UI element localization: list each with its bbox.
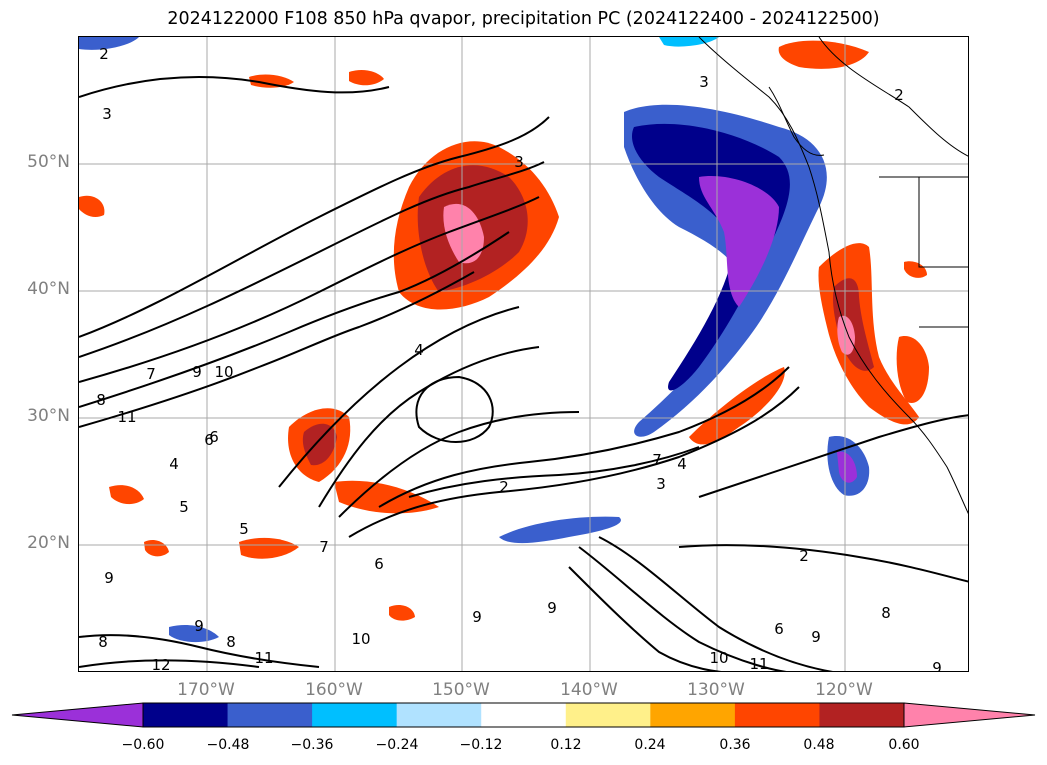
lon-label-150w: 150°W [432,680,490,700]
lat-label-40n: 40°N [27,279,70,299]
contour-label: 5 [179,498,189,516]
lon-label-170w: 170°W [177,680,235,700]
contour-label: 9 [472,608,482,626]
lat-label-30n: 30°N [27,406,70,426]
contour-label: 11 [254,649,273,667]
contour-label: 2 [499,478,509,496]
contour-label: 7 [146,365,156,383]
colorbar-tick: −0.36 [290,737,334,753]
contour-label: 9 [104,569,114,587]
colorbar-tick: 0.36 [719,737,751,753]
contour-label: 3 [699,73,709,91]
contour-label: 2 [799,547,809,565]
contour-label: 8 [96,391,106,409]
contour-label: 8 [881,604,891,622]
contour-label: 12 [151,656,170,672]
contour-label: 10 [214,363,233,381]
contour-label: 8 [226,633,236,651]
contour-label: 3 [656,475,666,493]
colorbar-frame [142,702,905,728]
colorbar-segment [650,703,736,727]
contour-label: 7 [319,538,329,556]
colorbar-tick: −0.48 [206,737,250,753]
colorbar-segment [481,703,567,727]
lon-label-130w: 130°W [687,680,745,700]
colorbar-segment [396,703,482,727]
contour-label: 3 [514,153,524,171]
contour-label: 2 [894,86,904,104]
contour-label: 6 [374,555,384,573]
contour-label: 4 [169,455,179,473]
contour-label: 6 [204,431,214,449]
lon-label-120w: 120°W [815,680,873,700]
lon-label-160w: 160°W [305,680,363,700]
qvapor-contours [79,76,968,671]
contour-label: 3 [102,105,112,123]
contour-label: 5 [239,520,249,538]
contour-label: 10 [709,649,728,667]
colorbar-tick: −0.60 [121,737,165,753]
colorbar-segment [312,703,398,727]
colorbar-segment [734,703,820,727]
map-plot: 2 3 3 3 4 7 9 10 8 11 6 4 5 5 6 7 6 2 7 … [78,36,969,672]
contour-label: 10 [351,630,370,648]
colorbar-tick: 0.60 [888,737,920,753]
contour-label: 9 [811,628,821,646]
lat-label-20n: 20°N [27,533,70,553]
colorbar-tick: 0.48 [803,737,835,753]
contour-label: 8 [98,633,108,651]
contour-label: 6 [774,620,784,638]
contour-labels: 2 3 3 3 4 7 9 10 8 11 6 4 5 5 6 7 6 2 7 … [96,45,942,672]
contour-label: 9 [547,599,557,617]
precip-negative-fill [79,37,870,643]
colorbar-segment [143,703,229,727]
contour-label: 2 [99,45,109,63]
colorbar-extend-low [11,702,144,728]
chart-title: 2024122000 F108 850 hPa qvapor, precipit… [167,9,880,29]
colorbar-extend-high [903,702,1036,728]
colorbar-segment [565,703,651,727]
colorbar-segment [227,703,313,727]
lon-label-140w: 140°W [560,680,618,700]
precip-positive-fill [79,40,929,621]
map-canvas: 2 3 3 3 4 7 9 10 8 11 6 4 5 5 6 7 6 2 7 … [79,37,968,672]
colorbar-segments [11,702,1036,728]
colorbar [11,702,1036,728]
colorbar-segment [819,703,905,727]
contour-label: 11 [117,408,136,426]
contour-label: 7 [652,451,662,469]
contour-label: 6 [209,428,219,446]
colorbar-tick: 0.24 [634,737,666,753]
contour-label: 4 [677,455,687,473]
contour-label: 11 [749,655,768,672]
contour-label: 4 [414,341,424,359]
map-graticule [79,37,968,671]
contour-label: 9 [192,363,202,381]
colorbar-tick: 0.12 [550,737,582,753]
coastline [698,37,968,514]
colorbar-tick: −0.12 [459,737,503,753]
colorbar-tick: −0.24 [375,737,419,753]
lat-label-50n: 50°N [27,152,70,172]
contour-label: 9 [194,617,204,635]
contour-label: 9 [932,659,942,672]
